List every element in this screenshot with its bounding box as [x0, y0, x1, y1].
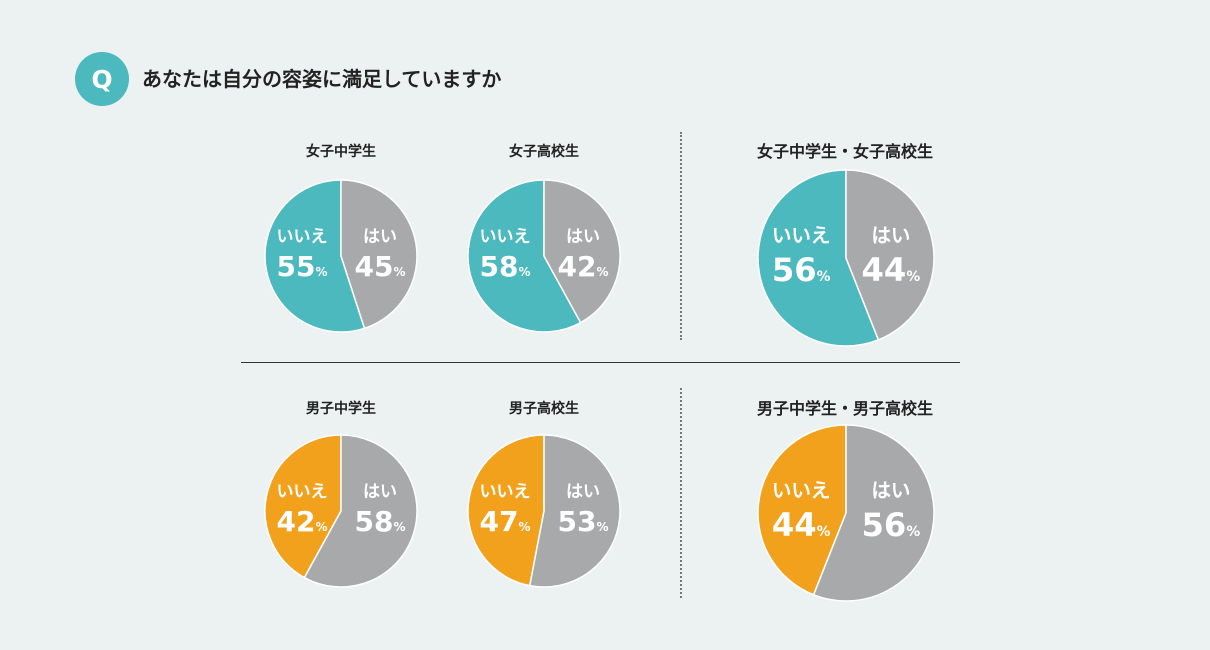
- pie-slice-no: [467, 434, 545, 587]
- pie-title-girls-high: 女子高校生: [509, 144, 579, 160]
- pie-title-girls-middle: 女子中学生: [306, 144, 376, 160]
- slice-label-no: いいえ: [480, 482, 531, 502]
- slice-label-no: いいえ: [277, 482, 328, 502]
- pie-title-boys-all: 男子中学生・男子高校生: [756, 399, 934, 418]
- slice-label-yes: はい: [363, 482, 397, 502]
- slice-label-no: いいえ: [277, 227, 328, 247]
- pie-slice-yes: [303, 434, 418, 588]
- slice-label-no: いいえ: [772, 224, 831, 247]
- pie-slice-no: [467, 179, 582, 333]
- pie-slice-no: [264, 179, 366, 333]
- slice-label-yes: はい: [871, 224, 910, 247]
- pie-slice-no: [757, 424, 847, 596]
- slice-value-no: 47%: [480, 505, 531, 538]
- pie-title-boys-middle: 男子中学生: [306, 401, 376, 417]
- slice-label-yes: はい: [566, 227, 600, 247]
- section-divider: [241, 362, 960, 363]
- pie-slice-no: [264, 434, 342, 579]
- slice-label-no: いいえ: [480, 227, 531, 247]
- dotted-divider-bottom: [680, 388, 682, 598]
- slice-label-yes: はい: [363, 227, 397, 247]
- pie-slice-yes: [812, 424, 935, 602]
- question-title: あなたは自分の容姿に満足していますか: [142, 67, 502, 91]
- pie-title-boys-high: 男子高校生: [509, 401, 579, 417]
- slice-label-yes: はい: [566, 482, 600, 502]
- dotted-divider-top: [680, 132, 682, 340]
- pie-slice-yes: [543, 179, 621, 324]
- pie-slice-yes: [845, 169, 935, 341]
- slice-label-no: いいえ: [772, 479, 831, 502]
- pie-slice-no: [757, 169, 880, 347]
- question-badge: Q: [75, 52, 129, 106]
- slice-label-yes: はい: [871, 479, 910, 502]
- pie-slice-yes: [528, 434, 621, 588]
- pie-slice-yes: [340, 179, 418, 330]
- pie-title-girls-all: 女子中学生・女子高校生: [756, 142, 934, 161]
